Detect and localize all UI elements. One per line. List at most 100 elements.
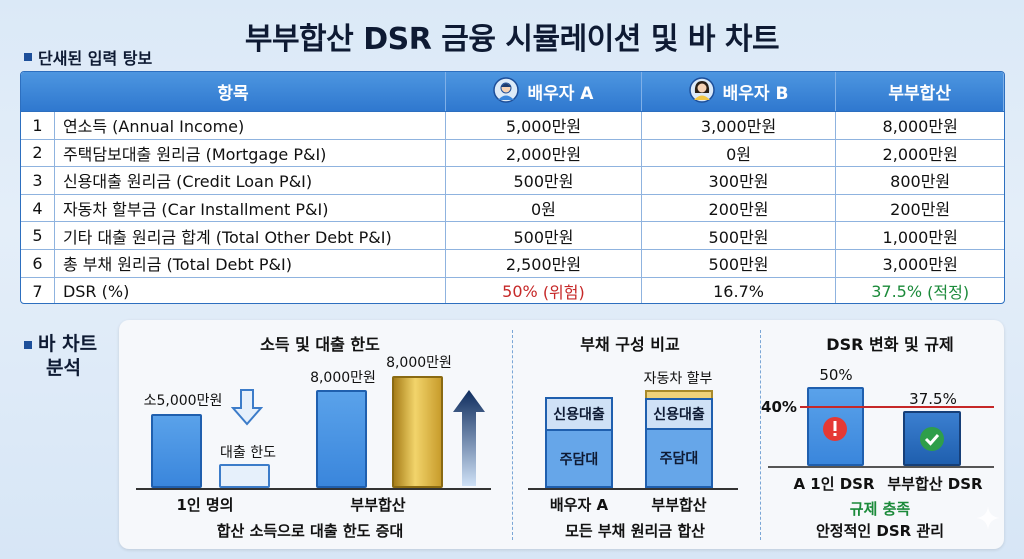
dsr-total-note: (적정) (927, 283, 970, 303)
up-arrow-icon (453, 390, 485, 486)
chart2-a-credit-segment: 신용대출 (545, 397, 613, 431)
table-header-row: 항목 배우자 A 배우자 B 부부합산 (21, 72, 1004, 112)
chart1-bar-couple-limit (392, 376, 443, 488)
chart2-caption: 모든 부채 원리금 합산 (565, 522, 705, 540)
chart1-single-income-label: 소5,000만원 (143, 393, 223, 409)
header-item: 항목 (21, 72, 447, 111)
row-item: 기타 대출 원리금 합계 (Total Other Debt P&I) (55, 222, 447, 249)
row-spouse-b: 3,000만원 (642, 112, 837, 139)
chart1-title: 소득 및 대출 한도 (260, 335, 380, 354)
header-spouse-a: 배우자 A (446, 72, 642, 111)
row-total: 2,000만원 (882, 144, 958, 164)
table-row: 3 신용대출 원리금 (Credit Loan P&I) 500만원 300만원… (21, 167, 1004, 195)
check-icon (920, 427, 944, 451)
dsr-total-value: 37.5% (871, 281, 923, 301)
row-number: 4 (21, 194, 55, 222)
chart1-couple-limit-label: 8,000만원 (386, 355, 452, 371)
chart2-axis (528, 488, 738, 490)
chart2-car-label: 자동차 할부 (643, 371, 713, 387)
row-number: 2 (21, 139, 55, 167)
row-item: DSR (%) (55, 277, 447, 303)
chart1-bar-single-income (151, 414, 202, 488)
table-row: 5 기타 대출 원리금 합계 (Total Other Debt P&I) 50… (21, 222, 1004, 250)
header-spouse-b: 배우자 B (642, 72, 837, 111)
bullet-icon (24, 53, 32, 61)
chart2-x-a: 배우자 A (549, 496, 609, 514)
dsr-a-value: 50% (502, 281, 538, 301)
row-item: 총 부채 원리금 (Total Debt P&I) (55, 249, 447, 277)
warning-icon (823, 417, 847, 441)
chart2-title: 부채 구성 비교 (580, 335, 680, 354)
chart2-x-total: 부부합산 (651, 496, 707, 514)
chart1-couple-income-label: 8,000만원 (310, 370, 376, 386)
row-spouse-a: 500만원 (446, 222, 642, 249)
row-spouse-a: 500만원 (446, 167, 642, 194)
header-couple-total: 부부합산 (836, 72, 1004, 111)
dsr-spouse-b: 16.7% (642, 277, 837, 303)
row-item: 자동차 할부금 (Car Installment P&I) (55, 194, 447, 222)
row-spouse-b: 0원 (642, 139, 837, 167)
chart2-t-mortgage-segment: 주담대 (645, 428, 713, 488)
row-spouse-a: 0원 (446, 194, 642, 222)
row-spouse-a: 2,000만원 (446, 139, 642, 167)
row-number: 1 (21, 112, 55, 139)
male-avatar-icon (493, 76, 520, 103)
chart3-x1: A 1인 DSR (793, 475, 875, 493)
female-avatar-icon (688, 76, 715, 103)
row-number: 3 (21, 167, 55, 194)
chart3-caption1: 규제 충족 (849, 500, 911, 518)
table-row: 1 연소득 (Annual Income) 5,000만원 3,000만원 8,… (21, 112, 1004, 140)
row-spouse-b: 500만원 (642, 249, 837, 277)
row-spouse-b: 200만원 (642, 194, 837, 222)
input-section-heading: 단새된 입력 탕보 (24, 45, 152, 69)
dsr-total: 37.5% (적정) (836, 278, 1004, 303)
table-row: 6 총 부채 원리금 (Total Debt P&I) 2,500만원 500만… (21, 249, 1004, 278)
chart3-x2: 부부합산 DSR (887, 475, 983, 493)
chart-section-heading: 바 차트 분석 (24, 332, 97, 380)
data-table: 항목 배우자 A 배우자 B 부부합산 1 연소득 (Annual Income… (20, 71, 1005, 304)
chart1-loan-limit-label: 대출 한도 (220, 445, 276, 461)
chart1-bar-loan-limit (219, 464, 270, 488)
row-item: 연소득 (Annual Income) (55, 112, 447, 139)
bullet-icon (24, 340, 32, 349)
chart1-x-couple: 부부합산 (350, 496, 406, 514)
chart3-bar1-value: 50% (819, 366, 853, 384)
table-row: 2 주택담보대출 원리금 (Mortgage P&I) 2,000만원 0원 2… (21, 139, 1004, 168)
row-spouse-a: 5,000만원 (446, 112, 642, 139)
chart1-x-single: 1인 명의 (176, 496, 234, 514)
table-row-dsr: 7 DSR (%) 50% (위험) 16.7% 37.5% (적정) (21, 277, 1004, 303)
row-spouse-b: 300만원 (642, 167, 837, 194)
chart-section-line2: 분석 (46, 357, 81, 379)
panel-divider (760, 330, 761, 540)
table-row: 4 자동차 할부금 (Car Installment P&I) 0원 200만원… (21, 194, 1004, 223)
dsr-spouse-a: 50% (위험) (446, 277, 642, 303)
header-spouse-b-label: 배우자 B (722, 84, 789, 104)
chart3-caption2: 안정적인 DSR 관리 (815, 522, 945, 540)
header-spouse-a-label: 배우자 A (527, 84, 594, 104)
page-title: 부부합산 DSR 금융 시뮬레이션 및 바 차트 (244, 22, 780, 57)
panel-divider (512, 330, 513, 540)
chart3-axis (768, 466, 994, 468)
chart1-bar-couple-income (316, 390, 367, 488)
chart3-limit-line (800, 406, 994, 408)
row-number: 7 (21, 277, 55, 303)
chart1-axis (136, 488, 491, 490)
row-spouse-b: 500만원 (642, 222, 837, 249)
chart3-limit-label: 40% (761, 398, 797, 416)
row-total: 3,000만원 (882, 255, 958, 275)
chart2-a-mortgage-segment: 주담대 (545, 429, 613, 488)
chart3-bar2-value: 37.5% (909, 390, 957, 408)
sparkle-icon (976, 506, 1000, 530)
row-item: 주택담보대출 원리금 (Mortgage P&I) (55, 139, 447, 167)
row-spouse-a: 2,500만원 (446, 249, 642, 277)
row-number: 5 (21, 222, 55, 249)
down-arrow-icon (231, 389, 263, 426)
row-total: 200만원 (890, 200, 951, 220)
row-total: 800만원 (890, 172, 951, 192)
chart2-t-credit-segment: 신용대출 (645, 398, 713, 430)
input-section-label: 단새된 입력 탕보 (38, 49, 153, 68)
row-total: 1,000만원 (882, 227, 958, 247)
row-total: 8,000만원 (882, 117, 958, 137)
chart3-title: DSR 변화 및 규제 (826, 335, 954, 354)
row-number: 6 (21, 249, 55, 277)
